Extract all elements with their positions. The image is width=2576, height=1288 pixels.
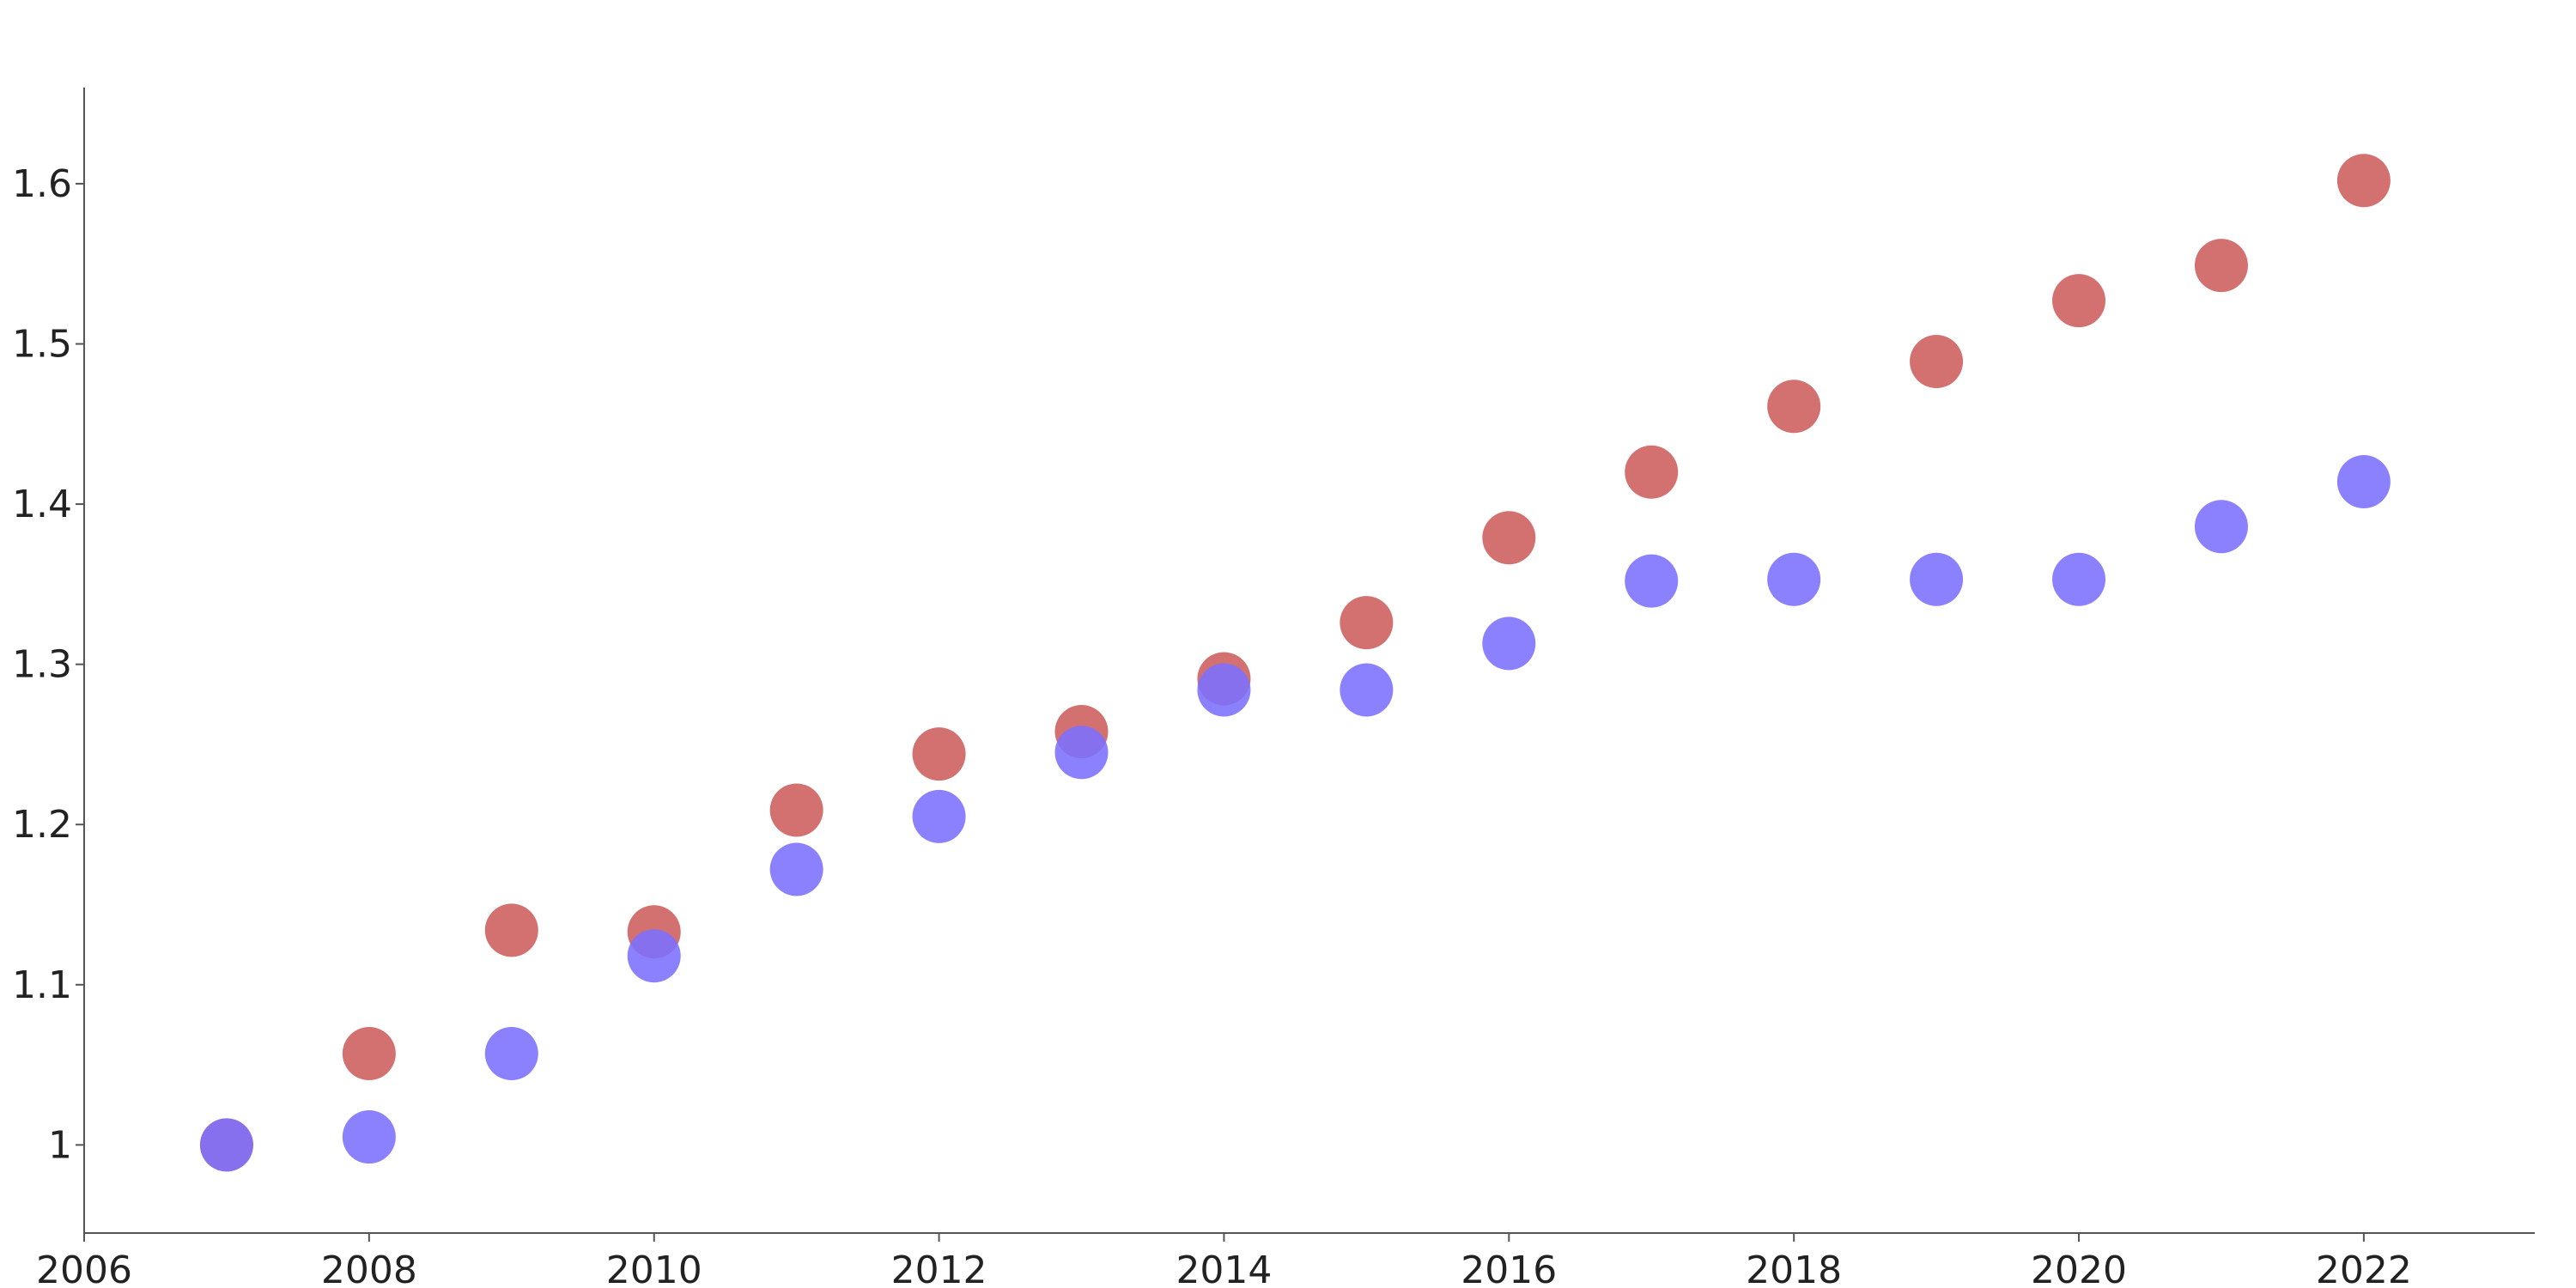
- data-point: [912, 789, 966, 843]
- y-tick-label: 1.4: [12, 483, 72, 526]
- data-point: [1482, 511, 1536, 565]
- data-point: [769, 842, 823, 896]
- data-points: [199, 154, 2391, 1172]
- data-point: [1625, 445, 1679, 499]
- data-point: [1767, 552, 1821, 606]
- data-point: [912, 727, 966, 781]
- data-point: [484, 903, 538, 957]
- x-tick-label: 2018: [1746, 1249, 1842, 1288]
- data-point: [342, 1027, 396, 1081]
- data-point: [1910, 335, 1964, 389]
- data-point: [1054, 726, 1109, 780]
- data-point: [2052, 274, 2106, 328]
- x-tick-label: 2020: [2031, 1249, 2127, 1288]
- x-tick-label: 2008: [321, 1249, 417, 1288]
- y-tick-label: 1: [48, 1123, 72, 1167]
- x-tick-label: 2022: [2316, 1249, 2412, 1288]
- data-point: [2336, 454, 2391, 508]
- data-point: [769, 783, 823, 837]
- data-point: [342, 1110, 396, 1164]
- data-point: [1197, 663, 1251, 717]
- x-tick-label: 2006: [36, 1249, 132, 1288]
- data-point: [627, 929, 681, 983]
- y-tick-label: 1.2: [12, 803, 72, 847]
- series-1: [199, 154, 2391, 1172]
- x-tick-label: 2014: [1176, 1249, 1272, 1288]
- data-point: [1767, 380, 1821, 434]
- y-tick-label: 1.5: [12, 323, 72, 367]
- x-tick-label: 2016: [1461, 1249, 1557, 1288]
- data-point: [2194, 239, 2248, 293]
- data-point: [2336, 154, 2391, 208]
- data-point: [2194, 500, 2248, 554]
- data-point: [1340, 596, 1394, 650]
- y-tick-label: 1.1: [12, 963, 72, 1007]
- data-point: [484, 1027, 538, 1081]
- data-point: [1482, 617, 1536, 671]
- x-tick-label: 2012: [891, 1249, 987, 1288]
- series-2: [199, 454, 2391, 1172]
- data-point: [1340, 663, 1394, 717]
- x-axis-ticks: 2006 2008 2010 2012 2014 2016 2018 2020 2022: [36, 1233, 2412, 1288]
- y-tick-label: 1.6: [12, 162, 72, 206]
- data-point: [199, 1118, 253, 1172]
- y-tick-label: 1.3: [12, 643, 72, 687]
- data-point: [2052, 552, 2106, 606]
- y-axis-ticks: 1 1.1 1.2 1.3 1.4 1.5 1.6: [12, 162, 84, 1167]
- axes: [83, 88, 2535, 1234]
- data-point: [1625, 554, 1679, 608]
- x-tick-label: 2010: [606, 1249, 702, 1288]
- data-point: [1910, 552, 1964, 606]
